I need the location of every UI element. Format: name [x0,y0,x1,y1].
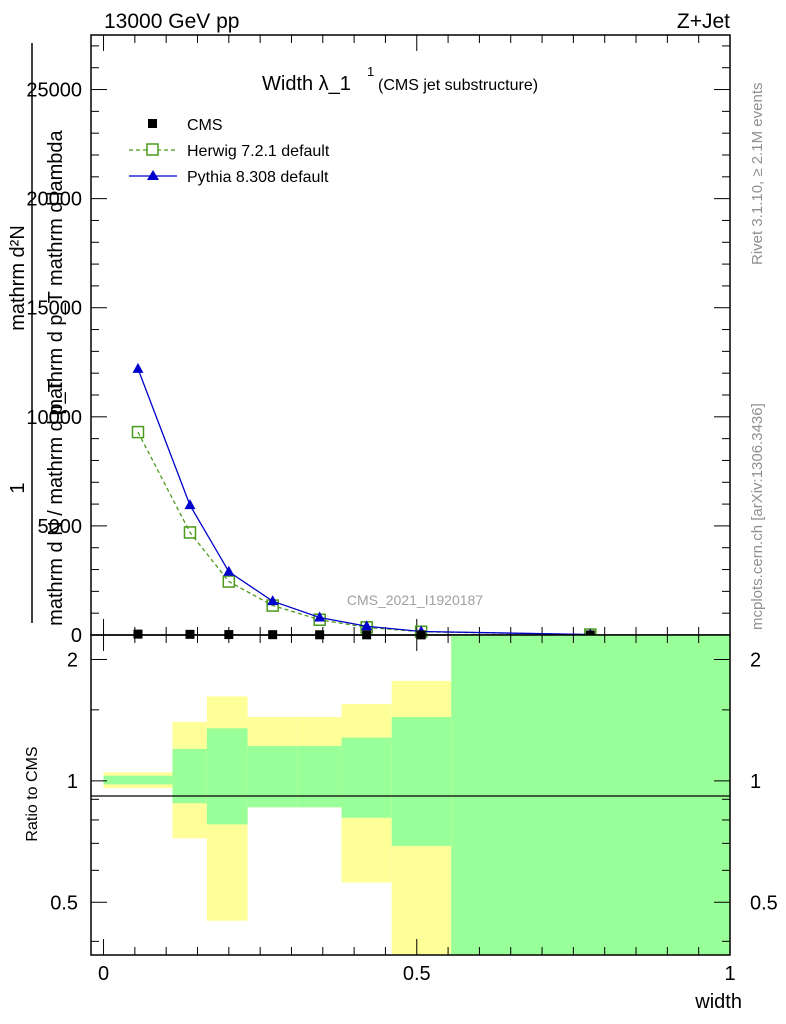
cms-point [133,629,143,639]
plot-title-sup: 1 [367,64,374,79]
ratio-band-green [172,748,207,804]
pythia-point [223,565,235,576]
ratio-x-ticks: 0 0.5 1 [98,635,736,985]
x-tick-label: 0 [98,963,109,985]
ratio-band-green [247,746,298,808]
main-y-tick-label: 20000 [26,189,82,211]
ylabel-denominator: mathrm d p_T mathrm d lambda [45,129,67,415]
herwig-point [131,425,145,439]
pythia-point [267,595,279,606]
header-left: 13000 GeV pp [104,10,239,33]
main-y-ticks: 0 5000 10000 15000 20000 25000 [26,45,730,647]
main-y-tick-label: 15000 [26,298,82,320]
legend-marker-cms [148,119,157,128]
main-panel: 0 5000 10000 15000 20000 25000 CMS_2021_I1920… [26,34,731,647]
legend-label-cms: CMS [187,117,223,134]
x-tick-label: 1 [724,963,735,985]
legend-label-herwig: Herwig 7.2.1 default [187,143,330,160]
pythia-line [137,368,591,636]
ratio-band-green [341,737,392,818]
ratio-y-tick-label-right: 2 [750,649,761,671]
watermark: CMS_2021_I1920187 [347,592,483,608]
ylabel-prefix-den: mathrm d N / mathrm d p_T [45,380,67,626]
main-y-tick-label: 0 [71,625,82,647]
mcplots-side-text: mcplots.cern.ch [arXiv:1306.3436] [749,403,766,630]
main-y-tick-label: 10000 [26,407,82,429]
ylabel-prefix-num: 1 [7,482,29,493]
legend-marker-pythia [147,170,159,180]
ratio-band-green [103,775,173,785]
herwig-point [222,575,236,588]
ratio-y-ticks: 0.5 0.5 1 1 2 2 [50,649,778,942]
pythia-point [361,620,373,631]
ratio-y-tick-label: 0.5 [50,892,78,914]
ratio-band-green [451,635,730,955]
ratio-frame [90,634,731,956]
ratio-y-tick-label-right: 0.5 [750,892,778,914]
pythia-point [132,362,144,373]
header-right: Z+Jet [677,10,730,33]
x-axis-label: width [694,991,742,1013]
plot-title-main: Width λ_1 [262,73,351,95]
main-y-tick-label: 5000 [38,516,83,538]
ratio-band-green [206,728,248,825]
ylabel-numerator: mathrm d²N [7,225,29,331]
x-tick-label: 0.5 [403,963,431,985]
main-y-axis-label: mathrm d²N mathrm d p_T mathrm d lambda … [7,43,67,626]
plot-title: Width λ_1 1 (CMS jet substructure) [262,64,538,95]
ratio-band-green [391,717,452,846]
legend-label-pythia: Pythia 8.308 default [187,169,329,186]
ratio-y-tick-label: 2 [67,649,78,671]
ratio-panel: 0.5 0.51 12 2 0 0.5 1 Ratio to CMS [24,634,778,985]
ratio-band-green [297,746,342,808]
herwig-point [183,526,197,539]
pythia-point [184,499,196,510]
ratio-bands [103,635,730,955]
main-y-tick-label: 25000 [26,80,82,102]
plot-title-suffix: (CMS jet substructure) [378,77,538,94]
pythia-point [314,611,326,622]
legend-marker-herwig [146,143,159,156]
ratio-y-tick-label: 1 [67,771,78,793]
herwig-series [131,425,597,641]
legend: CMS Herwig 7.2.1 default Pythia 8.308 de… [129,117,330,186]
ratio-y-axis-label: Ratio to CMS [24,746,41,841]
rivet-side-text: Rivet 3.1.10, ≥ 2.1M events [749,83,766,266]
ratio-y-tick-label-right: 1 [750,771,761,793]
